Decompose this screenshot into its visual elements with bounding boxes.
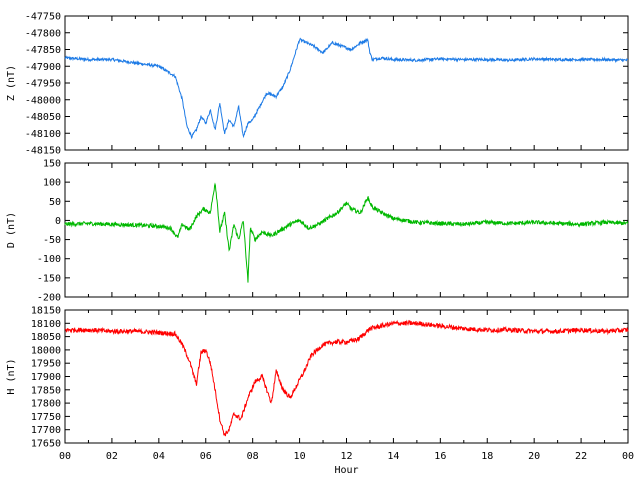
plot-frame-d: [64, 162, 629, 298]
x-tick-label: 14: [387, 451, 399, 462]
x-tick-label: 12: [340, 451, 352, 462]
x-axis-title: Hour: [334, 465, 358, 476]
y-axis-title-d: D (nT): [6, 212, 17, 248]
x-tick-label: 10: [294, 451, 306, 462]
y-axis-title-h: H (nT): [6, 358, 17, 394]
y-tick-label-h: 17700: [31, 425, 61, 436]
x-tick-label: 18: [481, 451, 493, 462]
y-tick-label-z: -47950: [25, 79, 61, 90]
x-tick-label: 20: [528, 451, 540, 462]
series-line-z: [64, 37, 629, 140]
plot-frame-h: [64, 309, 629, 444]
y-tick-label-z: -47900: [25, 62, 61, 73]
x-tick-label: 22: [575, 451, 587, 462]
y-tick-label-d: 100: [43, 178, 61, 189]
x-tick-label: 00: [59, 451, 71, 462]
y-tick-label-z: -48050: [25, 112, 61, 123]
series-line-h: [64, 319, 629, 437]
panel-d: 150 100 50 0 -50 -100 -150 -200 D (nT): [6, 159, 629, 304]
y-tick-label-z: -48150: [25, 146, 61, 157]
y-tick-label-h: 18150: [31, 306, 61, 317]
series-line-d: [64, 182, 629, 283]
y-tick-label-h: 17850: [31, 385, 61, 396]
y-tick-label-d: -50: [43, 235, 61, 246]
x-tick-label: 16: [434, 451, 446, 462]
y-axis-title-z: Z (nT): [6, 65, 17, 101]
y-tick-label-d: 0: [55, 216, 61, 227]
y-tick-label-h: 17650: [31, 439, 61, 450]
y-tick-label-h: 17950: [31, 359, 61, 370]
x-tick-label: 08: [247, 451, 259, 462]
panel-h: 18150 18100 18050 18000 17950 17900 17850 17800…: [6, 306, 629, 450]
y-tick-label-d: -200: [37, 293, 61, 304]
y-tick-label-z: -47850: [25, 45, 61, 56]
y-tick-label-z: -48100: [25, 129, 61, 140]
y-tick-label-z: -47750: [25, 12, 61, 23]
y-tick-label-d: -150: [37, 273, 61, 284]
x-tick-label: 02: [106, 451, 118, 462]
y-tick-label-z: -47800: [25, 28, 61, 39]
y-tick-label-d: 150: [43, 159, 61, 170]
y-tick-label-d: 50: [49, 197, 61, 208]
y-tick-label-h: 18000: [31, 345, 61, 356]
y-tick-label-h: 18050: [31, 332, 61, 343]
x-tick-label: 06: [200, 451, 212, 462]
y-tick-label-d: -100: [37, 254, 61, 265]
y-tick-label-h: 18100: [31, 319, 61, 330]
y-tick-label-h: 17800: [31, 399, 61, 410]
y-tick-label-z: -48000: [25, 95, 61, 106]
plot-frame-z: [64, 15, 629, 151]
x-tick-label: 04: [153, 451, 165, 462]
x-tick-label: 00: [622, 451, 634, 462]
panel-z: -47750 -47800 -47850 -47900 -47950 -48000 -480…: [6, 12, 629, 157]
y-tick-label-h: 17750: [31, 412, 61, 423]
y-tick-label-h: 17900: [31, 372, 61, 383]
